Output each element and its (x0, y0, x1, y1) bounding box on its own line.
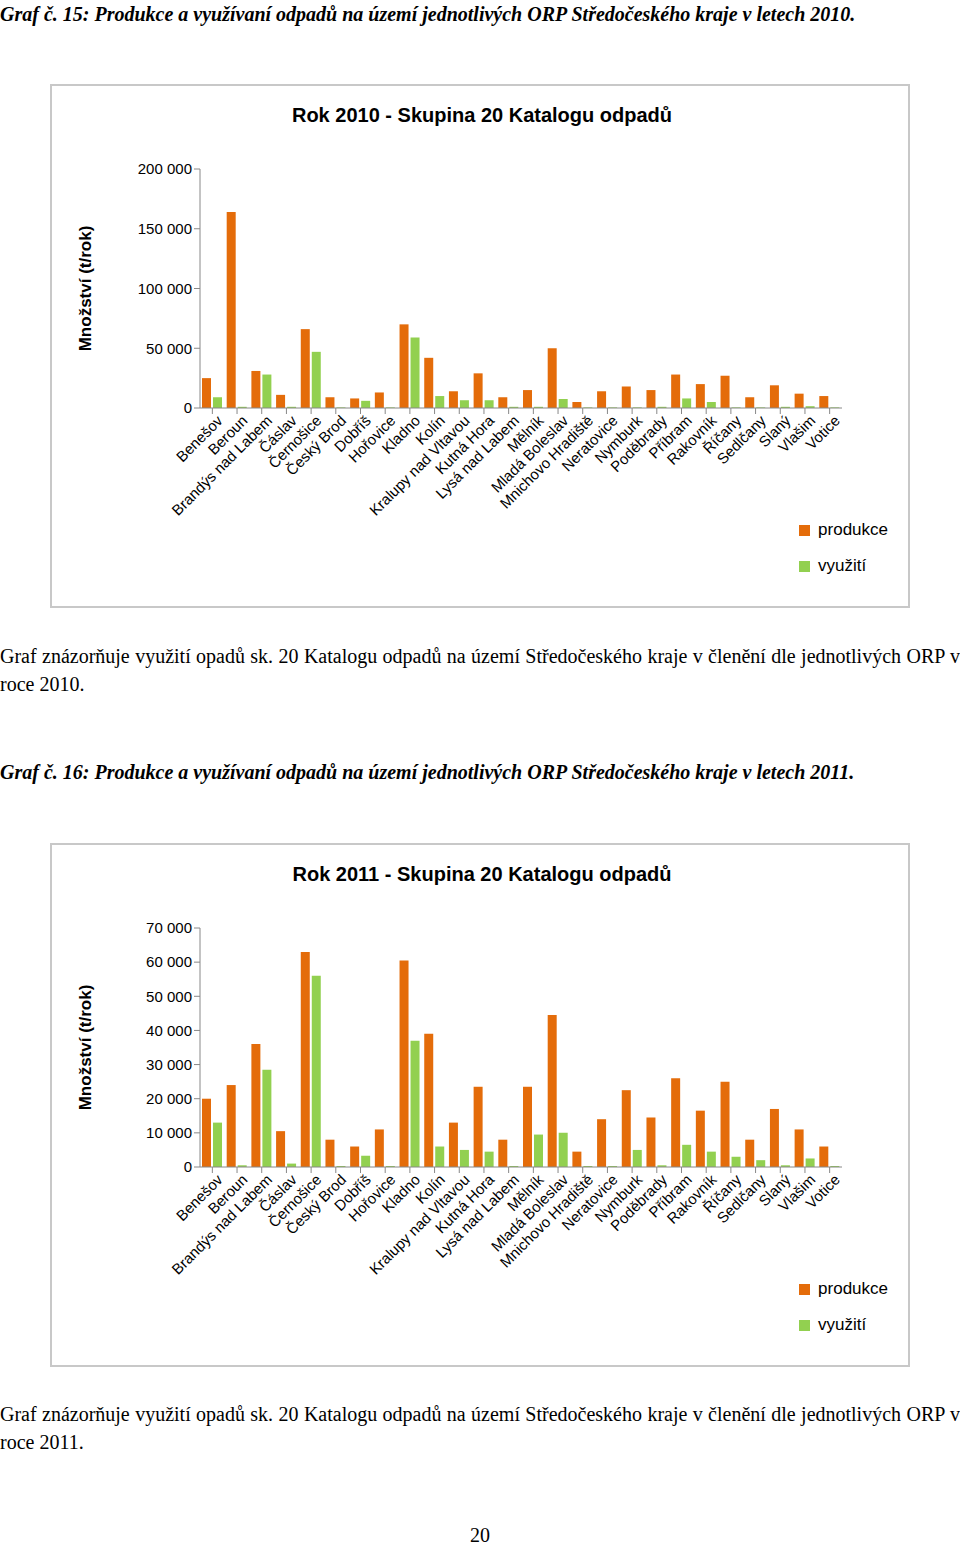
html-text:Graf znázorňuje využití opadů: Graf znázorňuje využití opadů sk. 20 Kat… (0, 1403, 960, 1453)
svg-text:Beroun: Beroun (204, 411, 251, 458)
svg-text:Nymburk: Nymburk (591, 411, 646, 467)
svg-text:Rakovník: Rakovník (663, 411, 720, 468)
html-text:Rok 2011 - Skupina 20 Katalogu: Rok 2011 - Skupina 20 Katalogu odpadů (292, 863, 672, 885)
html-text:využití: využití (818, 556, 867, 575)
svg-text:Mělník: Mělník (503, 411, 547, 455)
svg-text:Benešov: Benešov (172, 411, 226, 466)
svg-text:50 000: 50 000 (146, 340, 192, 357)
svg-text:Rakovník: Rakovník (663, 1170, 720, 1227)
svg-text:Sedlčany: Sedlčany (713, 411, 769, 468)
svg-text:Příbram: Příbram (645, 411, 695, 462)
svg-text:Čáslav: Čáslav (255, 1170, 300, 1216)
svg-text:Kladno: Kladno (378, 411, 424, 457)
svg-text:60 000: 60 000 (146, 953, 192, 970)
svg-text:Beroun: Beroun (204, 1170, 251, 1217)
svg-text:Votice: Votice (802, 1171, 843, 1212)
svg-text:Kladno: Kladno (378, 1170, 424, 1216)
svg-text:Český Brod: Český Brod (282, 1170, 350, 1238)
svg-text:Hořovice: Hořovice (344, 1170, 399, 1225)
svg-text:70 000: 70 000 (146, 919, 192, 936)
svg-text:Slaný: Slaný (755, 1170, 794, 1210)
svg-text:Kutná Hora: Kutná Hora (431, 411, 498, 478)
svg-text:30 000: 30 000 (146, 1056, 192, 1073)
html-text:Graf č. 16: Produkce a využíva: Graf č. 16: Produkce a využívaní odpadů … (0, 761, 855, 783)
svg-text:Kutná Hora: Kutná Hora (431, 1170, 498, 1237)
svg-text:Lysá nad Labem: Lysá nad Labem (432, 1170, 523, 1261)
svg-text:Vlašim: Vlašim (774, 411, 819, 456)
svg-text:Příbram: Příbram (645, 1170, 695, 1221)
svg-text:Kolín: Kolín (411, 411, 448, 448)
html-text:využití: využití (818, 1315, 867, 1334)
svg-text:Říčany: Říčany (699, 411, 745, 457)
svg-text:Množství (t/rok): Množství (t/rok) (76, 985, 95, 1111)
svg-text:Vlašim: Vlašim (774, 1170, 819, 1215)
svg-text:150 000: 150 000 (138, 220, 192, 237)
svg-text:100 000: 100 000 (138, 280, 192, 297)
svg-text:Černošice: Černošice (264, 411, 325, 472)
svg-text:Mnichovo Hradiště: Mnichovo Hradiště (496, 411, 597, 512)
svg-text:Mladá Boleslav: Mladá Boleslav (487, 411, 572, 496)
svg-text:Dobříš: Dobříš (330, 1170, 374, 1214)
svg-text:Benešov: Benešov (172, 1170, 226, 1225)
svg-text:Kralupy nad Vltavou: Kralupy nad Vltavou (365, 1170, 473, 1278)
svg-text:20 000: 20 000 (146, 1090, 192, 1107)
svg-text:Votice: Votice (802, 412, 843, 453)
svg-text:Nymburk: Nymburk (591, 1170, 646, 1226)
svg-text:Černošice: Černošice (264, 1170, 325, 1231)
svg-text:Brandýs nad Labem: Brandýs nad Labem (168, 1171, 275, 1278)
svg-text:Mělník: Mělník (503, 1170, 547, 1214)
svg-text:Čáslav: Čáslav (255, 411, 300, 457)
html-text:produkce: produkce (818, 1279, 888, 1298)
svg-text:Kralupy nad Vltavou: Kralupy nad Vltavou (365, 411, 473, 519)
svg-text:Sedlčany: Sedlčany (713, 1170, 769, 1227)
svg-text:50 000: 50 000 (146, 988, 192, 1005)
svg-text:Hořovice: Hořovice (344, 411, 399, 466)
svg-text:10 000: 10 000 (146, 1124, 192, 1141)
svg-text:Dobříš: Dobříš (330, 411, 374, 455)
svg-text:Neratovice: Neratovice (558, 411, 621, 475)
svg-text:Brandýs nad Labem: Brandýs nad Labem (168, 412, 275, 519)
html-text:produkce: produkce (818, 520, 888, 539)
svg-text:200 000: 200 000 (138, 160, 192, 177)
svg-text:Lysá nad Labem: Lysá nad Labem (432, 411, 523, 502)
html-text:Rok 2010 - Skupina 20 Katalogu: Rok 2010 - Skupina 20 Katalogu odpadů (292, 104, 672, 126)
html-text:20: 20 (470, 1524, 490, 1546)
svg-text:Mnichovo Hradiště: Mnichovo Hradiště (496, 1170, 597, 1271)
svg-text:Slaný: Slaný (755, 411, 794, 451)
svg-text:Český Brod: Český Brod (282, 411, 350, 479)
svg-text:Množství (t/rok): Množství (t/rok) (76, 226, 95, 352)
svg-text:0: 0 (184, 1158, 192, 1175)
svg-text:Neratovice: Neratovice (558, 1170, 621, 1234)
svg-text:40 000: 40 000 (146, 1022, 192, 1039)
html-text:Graf znázorňuje využití opadů: Graf znázorňuje využití opadů sk. 20 Kat… (0, 645, 960, 695)
svg-text:Kolín: Kolín (411, 1170, 448, 1207)
svg-text:Mladá Boleslav: Mladá Boleslav (487, 1170, 572, 1255)
html-text:Graf č. 15: Produkce a využíva: Graf č. 15: Produkce a využívaní odpadů … (0, 3, 856, 25)
svg-text:Říčany: Říčany (699, 1170, 745, 1216)
svg-text:0: 0 (184, 399, 192, 416)
svg-text:Poděbrady: Poděbrady (606, 1170, 671, 1235)
svg-text:Poděbrady: Poděbrady (606, 411, 671, 476)
